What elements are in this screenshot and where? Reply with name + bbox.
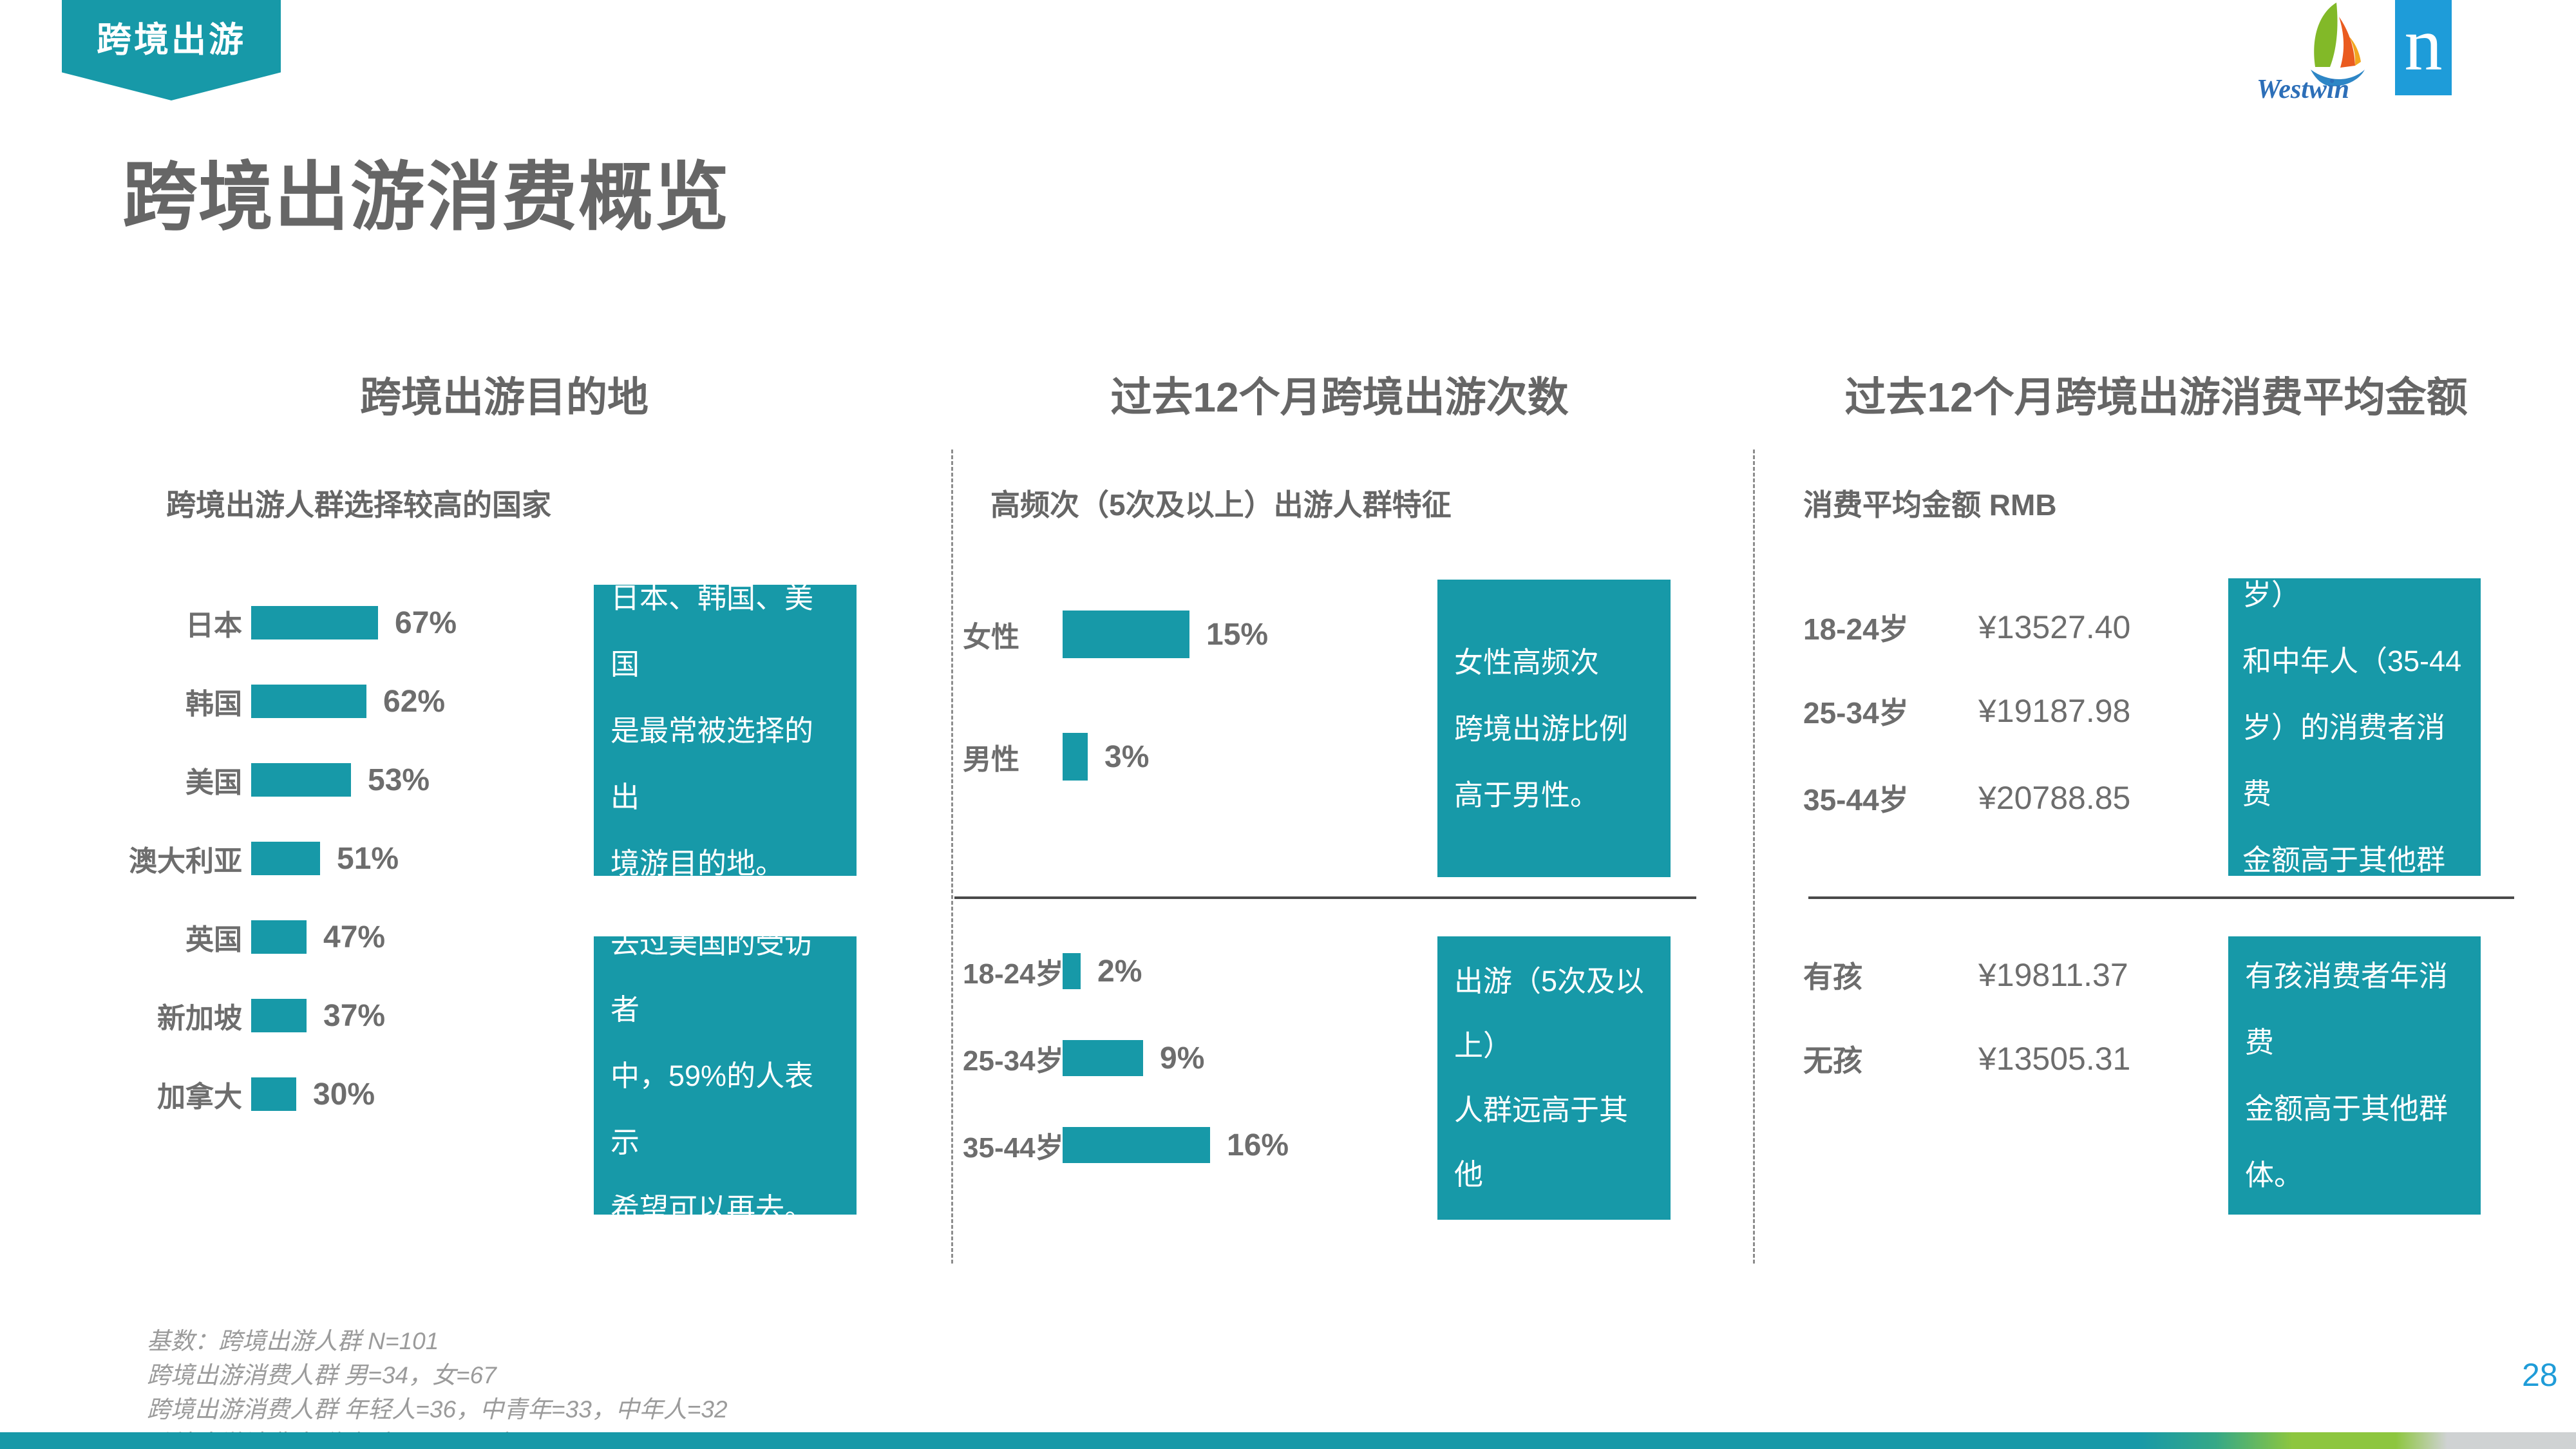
bar-label: 35-44岁 (963, 1132, 1064, 1164)
bar-label: 18-24岁 (963, 958, 1064, 990)
bar-value: 62% (383, 684, 446, 719)
footnote-line: 跨境出游消费人群 男=34，女=67 (147, 1362, 497, 1388)
col1-header: 跨境出游目的地 (360, 374, 649, 421)
callout-destinations-top: 日本、韩国、美国 是最常被选择的出 境游目的地。 (594, 582, 857, 880)
value-label: 18-24岁 (1803, 612, 1909, 646)
bar (251, 920, 307, 954)
bar (251, 685, 366, 718)
bar-value: 47% (323, 920, 386, 954)
section-divider (954, 896, 1696, 899)
bar-label: 男性 (963, 744, 1019, 775)
bar-value: 2% (1097, 954, 1142, 989)
bar-row: 男性 3% (963, 733, 1149, 781)
bar (1063, 733, 1088, 781)
col2-header: 过去12个月跨境出游次数 (1110, 374, 1569, 421)
bar-label: 女性 (963, 621, 1019, 653)
bar-row: 新加坡 37% (157, 998, 386, 1035)
bar-value: 37% (323, 998, 386, 1033)
callout-frequency-bottom: 35-44岁高频次 出游（5次及以上） 人群远高于其他 年龄人群。 (1437, 900, 1671, 1255)
bar-label: 新加坡 (157, 1003, 242, 1034)
value-label: 25-34岁 (1803, 696, 1909, 730)
bar (251, 999, 307, 1032)
bar-value: 3% (1104, 739, 1150, 774)
bar-row: 英国 47% (185, 920, 386, 956)
bar (1063, 1127, 1210, 1163)
footnotes: 基数：跨境出游人群 N=101 跨境出游消费人群 男=34，女=67 跨境出游消… (147, 1324, 925, 1449)
value-label: 有孩 (1803, 960, 1862, 994)
bar-row: 25-34岁 9% (963, 1040, 1205, 1077)
bar (1063, 953, 1081, 989)
section-badge-ribbon: 跨境出游 (62, 0, 281, 100)
callout-destinations-bottom: 去过美国的受访者 中，59%的人表示 希望可以再去。 (594, 927, 857, 1225)
bar-label: 日本 (185, 610, 242, 641)
bar-label: 英国 (185, 924, 242, 956)
nielsen-letter: n (2404, 2, 2443, 86)
bar-row: 日本 67% (185, 605, 457, 642)
value-amount: ¥19811.37 (1978, 957, 2128, 993)
bar (1063, 611, 1189, 658)
value-row: 无孩 ¥13505.31 (1803, 1039, 2130, 1078)
bar-row: 美国 53% (185, 762, 430, 799)
bar-row: 35-44岁 16% (963, 1127, 1289, 1164)
value-row: 35-44岁 ¥20788.85 (1803, 779, 2130, 817)
footnote-line: 基数：跨境出游人群 N=101 (147, 1328, 439, 1354)
bar-label: 美国 (185, 767, 242, 799)
value-amount: ¥19187.98 (1978, 693, 2131, 729)
bar (251, 842, 320, 875)
value-amount: ¥13527.40 (1978, 609, 2131, 645)
callout-spend-bottom: 有孩消费者年消费 金额高于其他群体。 (2228, 936, 2481, 1215)
value-amount: ¥20788.85 (1978, 780, 2131, 816)
bar (251, 763, 351, 797)
page-title: 跨境出游消费概览 (122, 155, 730, 239)
bar-row: 女性 15% (963, 611, 1268, 658)
bar-value: 16% (1227, 1128, 1289, 1162)
westwin-sail-icon: Westwin (2257, 3, 2365, 104)
page-number: 28 (2522, 1357, 2558, 1393)
value-row: 25-34岁 ¥19187.98 (1803, 692, 2130, 730)
bar-label: 澳大利亚 (129, 846, 242, 877)
value-row: 有孩 ¥19811.37 (1803, 956, 2128, 994)
value-amount: ¥13505.31 (1978, 1041, 2131, 1077)
bar-label: 25-34岁 (963, 1045, 1064, 1077)
column-separator (1753, 450, 1755, 1264)
bar-value: 9% (1160, 1041, 1205, 1075)
bar-value: 67% (395, 605, 457, 640)
col3-subtitle: 消费平均金额 RMB (1803, 488, 2057, 522)
bar-row: 18-24岁 2% (963, 953, 1142, 990)
bar-value: 53% (368, 762, 430, 797)
westwin-wordmark: Westwin (2257, 75, 2349, 100)
col1-subtitle: 跨境出游人群选择较高的国家 (166, 488, 551, 522)
value-label: 无孩 (1803, 1044, 1862, 1077)
bottom-accent-bar (0, 1432, 2576, 1449)
section-badge-label: 跨境出游 (97, 20, 246, 59)
bar-row: 澳大利亚 51% (129, 841, 399, 878)
callout-spend-top: 中青年（25-34岁） 和中年人（35-44 岁）的消费者消费 金额高于其他群体… (2228, 512, 2481, 943)
nielsen-logo: n (2395, 0, 2452, 95)
bar-value: 30% (313, 1077, 375, 1112)
value-row: 18-24岁 ¥13527.40 (1803, 608, 2130, 647)
col2-subtitle: 高频次（5次及以上）出游人群特征 (990, 488, 1452, 522)
col3-header: 过去12个月跨境出游消费平均金额 (1844, 374, 2468, 421)
bar-label: 加拿大 (157, 1081, 242, 1113)
bar-row: 加拿大 30% (157, 1077, 375, 1113)
bar-value: 51% (337, 841, 399, 876)
column-separator (951, 450, 953, 1264)
section-divider (1808, 896, 2514, 899)
callout-frequency-top: 女性高频次 跨境出游比例 高于男性。 (1437, 580, 1671, 877)
bar (251, 1077, 296, 1111)
bar-label: 韩国 (185, 688, 242, 720)
bar (251, 606, 378, 639)
westwin-logo: Westwin (2253, 3, 2394, 104)
footnote-line: 跨境出游消费人群 年轻人=36，中青年=33，中年人=32 (147, 1396, 728, 1423)
bar-value: 15% (1206, 617, 1269, 652)
bar-row: 韩国 62% (185, 684, 446, 721)
value-label: 35-44岁 (1803, 783, 1909, 817)
bar (1063, 1040, 1143, 1076)
